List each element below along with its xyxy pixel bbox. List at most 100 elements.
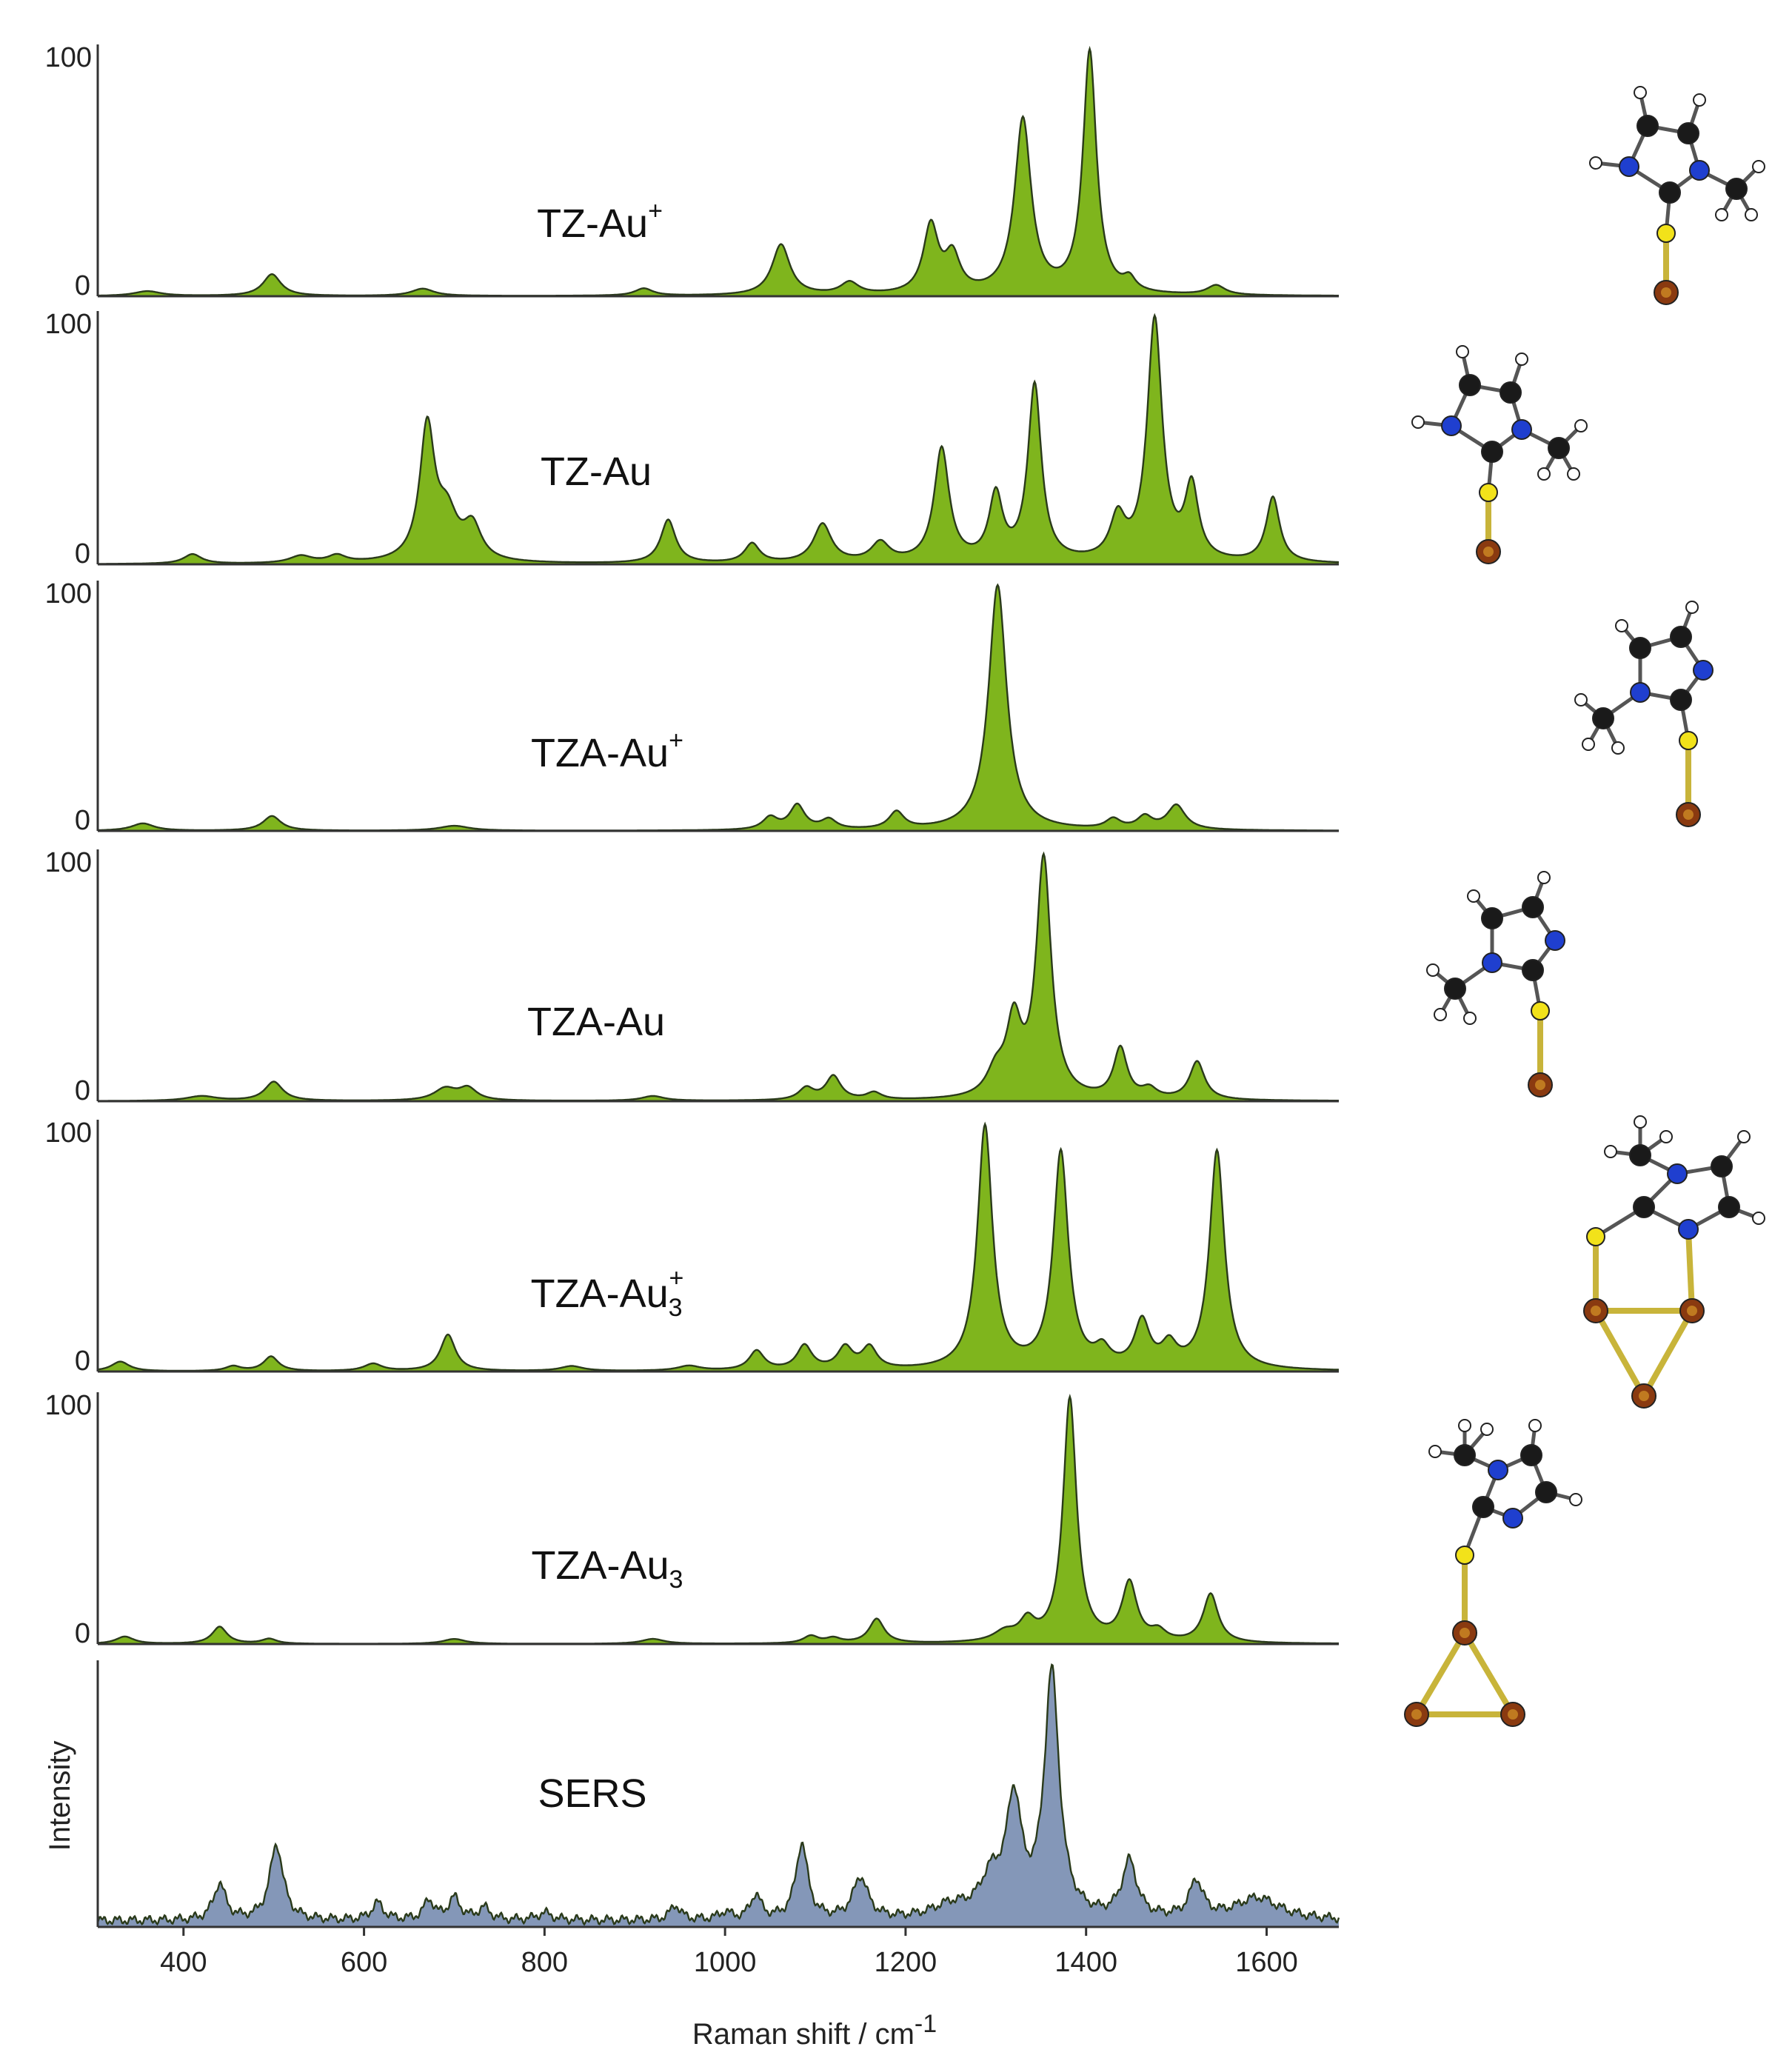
- molecule-atom: [1725, 178, 1748, 200]
- spectrum-panel: 100 0 TZA-Au: [45, 847, 1339, 1106]
- panel-label-superscript: +: [669, 1264, 684, 1292]
- molecule-atom: [1467, 889, 1480, 903]
- molecule-atom: [1502, 1508, 1523, 1529]
- panel-label-name: SERS: [538, 1771, 646, 1816]
- molecule-atom: [1693, 93, 1706, 107]
- y-tick-label-max: 100: [45, 309, 92, 340]
- gold-atom-core: [1687, 1306, 1697, 1316]
- y-tick-label-max: 100: [45, 847, 92, 878]
- molecule-atom: [1582, 738, 1595, 751]
- x-tick-label: 1000: [694, 1947, 757, 1978]
- molecule-atom: [1630, 682, 1651, 703]
- x-axis-title-superscript: -1: [915, 2010, 937, 2038]
- molecule-atom: [1678, 1219, 1699, 1240]
- molecule-atom: [1441, 415, 1462, 436]
- molecule-atom: [1537, 871, 1551, 884]
- molecule-bond: [1414, 1631, 1468, 1717]
- molecule-atom: [1455, 1546, 1474, 1565]
- molecule-atom: [1574, 419, 1588, 432]
- molecule-atom: [1629, 1144, 1651, 1166]
- molecule-atom: [1611, 741, 1625, 755]
- molecule-atom: [1745, 208, 1758, 221]
- molecule-atom: [1718, 1196, 1740, 1218]
- x-tick-label: 1200: [875, 1947, 937, 1978]
- panel-label: TZA-Au3: [532, 1543, 683, 1594]
- molecule-atom: [1481, 441, 1503, 463]
- molecule-bond: [1685, 1229, 1695, 1312]
- molecule-atom: [1619, 156, 1639, 177]
- gold-atom-core: [1591, 1306, 1601, 1316]
- molecule-atom: [1615, 619, 1628, 632]
- panel-label-name: TZA-Au: [532, 1543, 669, 1588]
- panel-label: TZ-Au: [541, 450, 652, 494]
- gold-atom-core: [1535, 1080, 1545, 1090]
- panel-label-name: TZ-Au: [537, 201, 648, 246]
- molecule-atom: [1458, 1419, 1471, 1432]
- spectrum-line: [98, 851, 1339, 1102]
- panel-label-superscript: +: [669, 726, 683, 755]
- panel-label-name: TZA-Au: [531, 1272, 669, 1316]
- molecule-atom: [1520, 1444, 1542, 1466]
- molecule-atom: [1569, 1493, 1582, 1506]
- molecule-atom: [1629, 637, 1651, 659]
- spectrum-panel: 100 0 TZA-Au3: [45, 1390, 1339, 1649]
- molecule-atom: [1411, 415, 1425, 429]
- x-tick-label: 1400: [1054, 1947, 1117, 1978]
- molecule-atom: [1511, 419, 1532, 440]
- molecule-atom: [1535, 1481, 1557, 1503]
- molecule-atom: [1472, 1496, 1494, 1518]
- panel-label-superscript: +: [648, 197, 663, 225]
- molecule-atom: [1715, 208, 1728, 221]
- spectrum-line: [98, 45, 1339, 297]
- molecule-bond: [1462, 1631, 1516, 1717]
- molecule-atom: [1589, 156, 1602, 170]
- spectrum-fill: [98, 1124, 1339, 1372]
- molecule-atom: [1528, 1419, 1542, 1432]
- y-axis-title: Intensity: [44, 1741, 76, 1851]
- molecule-atom: [1689, 160, 1710, 181]
- gold-atom-core: [1639, 1391, 1649, 1401]
- y-tick-label-zero: 0: [75, 270, 90, 301]
- molecule-atom: [1592, 707, 1614, 729]
- gold-atom-core: [1661, 287, 1671, 298]
- molecule-atom: [1752, 160, 1765, 173]
- spectrum-fill: [98, 315, 1339, 564]
- panel-label: TZ-Au+: [537, 197, 663, 246]
- molecule-atom: [1481, 907, 1503, 929]
- molecule-atom: [1659, 1130, 1673, 1143]
- molecule-atom: [1488, 1460, 1508, 1480]
- gold-atom-core: [1411, 1709, 1422, 1720]
- panel-label: TZA-Au: [527, 1000, 665, 1044]
- molecule-atom: [1685, 601, 1699, 614]
- gold-atom-core: [1483, 547, 1494, 557]
- molecule-atom: [1444, 978, 1466, 1000]
- molecule-atom: [1545, 930, 1565, 951]
- x-axis-title: Raman shift / cm-1: [692, 2010, 937, 2051]
- x-tick-label: 1600: [1235, 1947, 1298, 1978]
- molecule-atom: [1456, 345, 1469, 358]
- molecule-atom: [1679, 731, 1698, 750]
- molecule-atom: [1752, 1212, 1765, 1225]
- x-axis: 400 600 800 1000 1200 1400 1600: [160, 1927, 1298, 1978]
- spectrum-fill: [98, 585, 1339, 831]
- molecule-atom: [1522, 959, 1544, 981]
- molecule-atom: [1428, 1445, 1442, 1458]
- molecule-atom: [1574, 693, 1588, 706]
- x-tick-label: 400: [160, 1947, 207, 1978]
- molecule-tza-au3: [1404, 1419, 1582, 1727]
- molecule-structures: [1404, 86, 1765, 1727]
- y-tick-label-max: 100: [45, 578, 92, 609]
- y-tick-label-max: 100: [45, 1117, 92, 1149]
- x-tick-label: 800: [521, 1947, 568, 1978]
- molecule-atom: [1670, 626, 1692, 648]
- molecule-atom: [1531, 1001, 1550, 1020]
- spectrum-line: [97, 1393, 1339, 1645]
- y-tick-label-max: 100: [45, 42, 92, 73]
- panel-label-name: TZ-Au: [541, 450, 652, 494]
- molecule-atom: [1677, 122, 1699, 144]
- y-tick-label-max: 100: [45, 1390, 92, 1421]
- spectrum-line: [96, 1663, 1340, 1926]
- spectrum-panel: 100 0 TZA-Au+: [45, 578, 1339, 836]
- panel-label: TZA-Au3+: [531, 1264, 684, 1322]
